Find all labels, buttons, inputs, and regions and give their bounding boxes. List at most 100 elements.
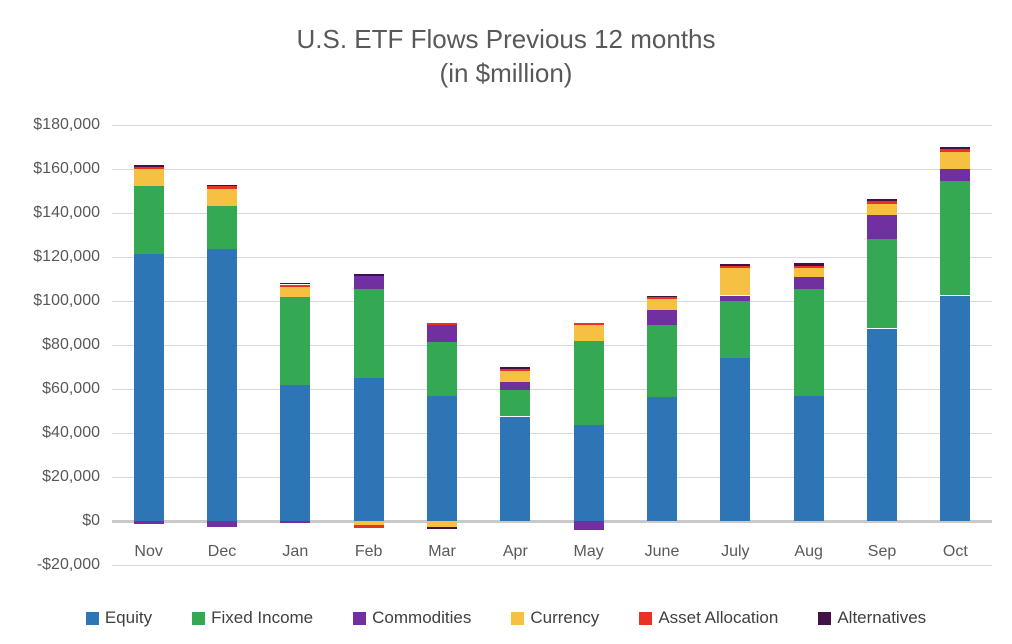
legend-item-asset-allocation: Asset Allocation	[639, 608, 778, 628]
x-tick-label-nov: Nov	[134, 543, 163, 560]
legend-swatch-icon	[639, 611, 653, 625]
bar-segment-aug-commodities	[793, 277, 824, 289]
bar-segment-dec-alternatives	[207, 184, 237, 187]
x-axis-line	[112, 520, 992, 523]
bar-segment-mar-asset-allocation	[427, 323, 457, 326]
bar-segment-nov-commodities	[133, 521, 164, 525]
bar-segment-may-currency	[573, 325, 604, 341]
bar-segment-oct-fixed-income	[940, 181, 971, 296]
bar-segment-jan-commodities	[280, 521, 311, 524]
bar-segment-oct-asset-allocation	[940, 149, 971, 153]
bar-segment-apr-fixed-income	[500, 390, 531, 417]
legend-label: Currency	[530, 608, 600, 627]
x-tick-label-june: June	[644, 543, 680, 560]
bar-segment-jan-currency	[280, 286, 311, 297]
x-tick-label-mar: Mar	[428, 543, 456, 560]
bar-segment-dec-fixed-income	[207, 206, 237, 250]
bar-segment-oct-currency	[940, 152, 971, 170]
bar-segment-mar-fixed-income	[427, 341, 457, 396]
bar-segment-aug-fixed-income	[793, 288, 824, 396]
bar-segment-feb-equity	[353, 378, 384, 521]
legend-label: Fixed Income	[211, 608, 314, 627]
bar-segment-july-asset-allocation	[720, 266, 751, 269]
bar-segment-nov-fixed-income	[133, 185, 164, 254]
bar-segment-jan-fixed-income	[280, 296, 311, 385]
legend-item-currency: Currency	[511, 608, 599, 628]
x-tick-label-sep: Sep	[867, 543, 897, 560]
legend-label: Commodities	[372, 608, 472, 627]
x-tick-label-dec: Dec	[207, 543, 237, 560]
bar-segment-mar-commodities	[427, 325, 457, 342]
legend-label: Asset Allocation	[658, 608, 779, 627]
gridline	[112, 213, 992, 214]
gridline	[112, 345, 992, 346]
bar-segment-apr-commodities	[500, 382, 531, 391]
bar-segment-sep-commodities	[867, 215, 897, 240]
bar-segment-feb-fixed-income	[353, 288, 384, 378]
gridline	[112, 389, 992, 390]
legend-swatch-icon	[818, 611, 832, 625]
x-tick-label-july: July	[721, 543, 750, 560]
y-tick-label: $60,000	[42, 380, 100, 397]
bar-segment-june-asset-allocation	[647, 297, 677, 299]
legend-label: Alternatives	[837, 608, 927, 627]
bar-segment-june-equity	[647, 396, 677, 521]
bar-segment-july-commodities	[720, 295, 751, 301]
y-tick-label: $20,000	[42, 468, 100, 485]
bar-segment-feb-asset-allocation	[353, 525, 384, 528]
gridline	[112, 433, 992, 434]
legend-swatch-icon	[192, 611, 206, 625]
y-tick-label: $0	[82, 512, 100, 529]
gridline	[112, 169, 992, 170]
bar-segment-apr-alternatives	[500, 367, 531, 370]
gridline	[112, 565, 992, 566]
bar-segment-mar-currency	[427, 521, 457, 527]
legend-item-equity: Equity	[85, 608, 152, 628]
bar-segment-sep-currency	[867, 203, 897, 216]
bar-segment-nov-asset-allocation	[133, 166, 164, 169]
bar-segment-oct-equity	[940, 295, 971, 521]
y-tick-label: $180,000	[33, 116, 100, 133]
bar-segment-oct-alternatives	[940, 147, 971, 150]
bar-segment-aug-alternatives	[793, 262, 824, 266]
x-tick-label-aug: Aug	[794, 543, 823, 560]
bar-segment-may-fixed-income	[573, 340, 604, 426]
chart-title-line2: (in $million)	[439, 58, 573, 88]
legend-item-commodities: Commodities	[353, 608, 471, 628]
bar-segment-feb-alternatives	[353, 273, 384, 276]
gridline	[112, 125, 992, 126]
bar-segment-june-fixed-income	[647, 325, 677, 397]
chart-title-line1: U.S. ETF Flows Previous 12 months	[296, 24, 716, 54]
y-tick-label: $160,000	[33, 160, 100, 177]
gridline	[112, 257, 992, 258]
bar-segment-apr-asset-allocation	[500, 369, 531, 372]
legend-swatch-icon	[85, 611, 99, 625]
legend-swatch-icon	[353, 611, 367, 625]
y-tick-label: $140,000	[33, 204, 100, 221]
bar-segment-sep-fixed-income	[867, 239, 897, 329]
bar-segment-may-equity	[573, 425, 604, 521]
bar-segment-aug-asset-allocation	[793, 265, 824, 268]
bar-segment-dec-equity	[207, 249, 237, 521]
bar-segment-june-alternatives	[647, 295, 677, 298]
y-tick-label: -$20,000	[36, 556, 100, 573]
bar-segment-dec-asset-allocation	[207, 186, 237, 189]
gridline	[112, 477, 992, 478]
bar-segment-may-asset-allocation	[573, 323, 604, 326]
y-tick-label: $40,000	[42, 424, 100, 441]
bar-segment-mar-alternatives	[427, 526, 457, 529]
bar-segment-apr-currency	[500, 371, 531, 383]
bar-segment-feb-currency	[353, 521, 384, 526]
y-tick-label: $100,000	[33, 292, 100, 309]
bar-segment-july-alternatives	[720, 264, 751, 267]
chart-title: U.S. ETF Flows Previous 12 months (in $m…	[0, 22, 1012, 90]
bar-segment-apr-equity	[500, 416, 531, 521]
bar-segment-jan-asset-allocation	[280, 284, 311, 287]
gridline	[112, 301, 992, 302]
bar-segment-oct-commodities	[940, 169, 971, 182]
x-tick-label-may: May	[573, 543, 604, 560]
y-tick-label: $80,000	[42, 336, 100, 353]
bar-segment-nov-alternatives	[133, 164, 164, 167]
